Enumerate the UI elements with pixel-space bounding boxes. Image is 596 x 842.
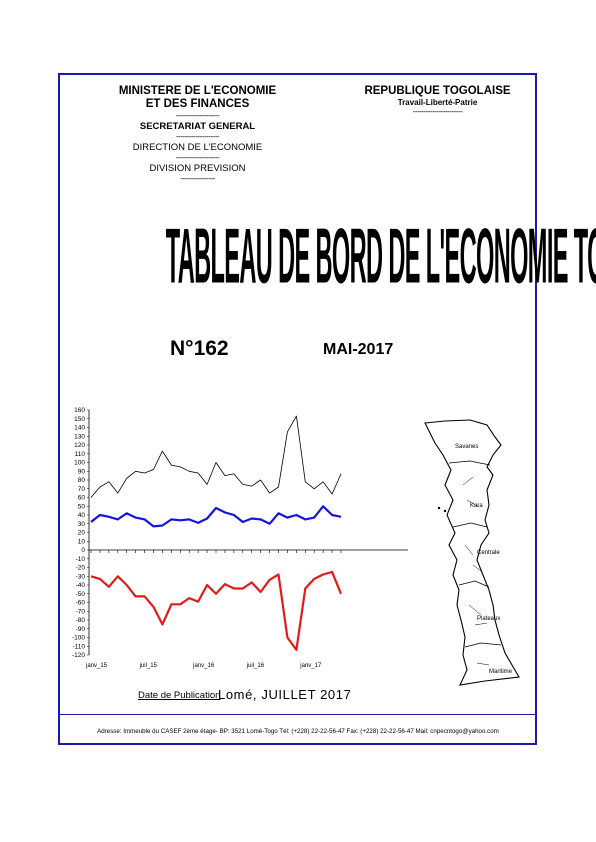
region-plateaux: Plateaux	[477, 616, 500, 622]
y-tick-label: 0	[81, 547, 85, 554]
y-tick-label: 40	[78, 512, 86, 519]
x-tick-label: juil_16	[246, 663, 265, 669]
y-tick-label: -10	[76, 556, 86, 563]
publication-colon: :	[210, 690, 213, 701]
secretariat-label: SECRETARIAT GENERAL	[139, 121, 256, 132]
footer-divider	[58, 714, 537, 715]
togo-map: Savanes Kara Centrale Plateaux Maritime	[424, 419, 520, 686]
separator-2: --------------------	[175, 132, 220, 141]
y-tick-label: 100	[74, 460, 85, 467]
region-savanes: Savanes	[455, 444, 478, 450]
footer-address: Adresse: Immeuble du CASEF 2ème étage- B…	[97, 728, 499, 735]
region-maritime: Maritime	[489, 669, 513, 675]
chart-series	[90, 415, 343, 651]
map-dot-1	[437, 506, 441, 510]
y-tick-label: -40	[76, 582, 86, 589]
ministry-line2: ET DES FINANCES	[145, 98, 250, 110]
y-tick-label: 20	[78, 530, 86, 537]
issue-number: N°162	[170, 337, 229, 360]
main-title-text: TABLEAU DE BORD DE L'ECONOMIE TOGOLAISE	[165, 215, 596, 302]
y-tick-label: -100	[72, 635, 85, 642]
map-dot-2	[443, 509, 447, 513]
y-tick-label: 150	[74, 416, 85, 423]
direction-label: DIRECTION DE L'ECONOMIE	[132, 142, 263, 153]
motto-text: Travail-Liberté-Patrie	[397, 98, 478, 107]
border-savanes-kara	[448, 460, 491, 466]
y-tick-label: -70	[76, 608, 86, 615]
region-kara: Kara	[470, 503, 483, 509]
chart-labels: 1601501401301201101009080706050403020100…	[72, 407, 322, 669]
border-kara-centrale	[452, 522, 488, 528]
publication-date-value: Lomé, JUILLET 2017	[218, 687, 352, 702]
separator-4: ----------------	[180, 174, 215, 183]
page-frame	[58, 73, 537, 745]
border-plateaux-maritime	[464, 642, 502, 648]
main-title: TABLEAU DE BORD DE L'ECONOMIE TOGOLAISE	[0, 215, 596, 301]
border-centrale-plateaux	[458, 580, 490, 588]
ministry-name: MINISTERE DE L'ECONOMIE ET DES FINANCES	[100, 85, 295, 111]
region-centrale: Centrale	[477, 550, 500, 556]
separator-3: --------------------	[175, 153, 220, 162]
y-tick-label: 50	[78, 503, 86, 510]
ministry-line1: MINISTERE DE L'ECONOMIE	[118, 85, 277, 97]
y-tick-label: 130	[74, 433, 85, 440]
y-tick-label: 160	[74, 407, 85, 414]
republic-name: REPUBLIQUE TOGOLAISE	[364, 85, 511, 97]
y-tick-label: 60	[78, 495, 86, 502]
y-tick-label: 140	[74, 425, 85, 432]
y-tick-label: -30	[76, 573, 86, 580]
y-tick-label: -80	[76, 617, 86, 624]
separator-1: --------------------	[175, 111, 220, 120]
y-tick-label: -20	[76, 565, 86, 572]
y-tick-label: 90	[78, 468, 86, 475]
y-tick-label: -90	[76, 626, 86, 633]
y-tick-label: -60	[76, 600, 86, 607]
republic-separator: -----------------------	[412, 107, 463, 116]
x-tick-label: janv_17	[299, 663, 322, 669]
y-tick-label: 110	[75, 451, 86, 458]
x-tick-label: janv_15	[85, 663, 108, 669]
y-tick-label: 10	[78, 538, 86, 545]
division-label: DIVISION PREVISION	[149, 163, 246, 174]
series-red-line	[90, 570, 343, 651]
chart-axes	[87, 409, 408, 656]
economic-indicators-chart: 1601501401301201101009080706050403020100…	[72, 407, 408, 669]
x-tick-label: janv_16	[192, 663, 215, 669]
y-tick-label: 80	[78, 477, 86, 484]
series-blue-line	[90, 505, 342, 528]
border-prefecture-1	[462, 476, 490, 666]
x-tick-label: juil_15	[139, 663, 158, 669]
y-tick-label: -110	[72, 643, 85, 650]
y-tick-label: 30	[78, 521, 86, 528]
publication-date-label: Date de Publication	[138, 690, 221, 701]
republic-motto: Travail-Liberté-Patrie -----------------…	[350, 98, 525, 116]
togo-map-outline	[424, 419, 520, 686]
header-left-sub: -------------------- SECRETARIAT GENERAL…	[100, 111, 295, 183]
issue-month: MAI-2017	[323, 341, 394, 358]
y-tick-label: -120	[72, 652, 85, 659]
y-tick-label: 70	[78, 486, 86, 493]
series-black-line	[90, 415, 342, 498]
y-tick-label: -50	[76, 591, 86, 598]
y-tick-label: 120	[74, 442, 85, 449]
